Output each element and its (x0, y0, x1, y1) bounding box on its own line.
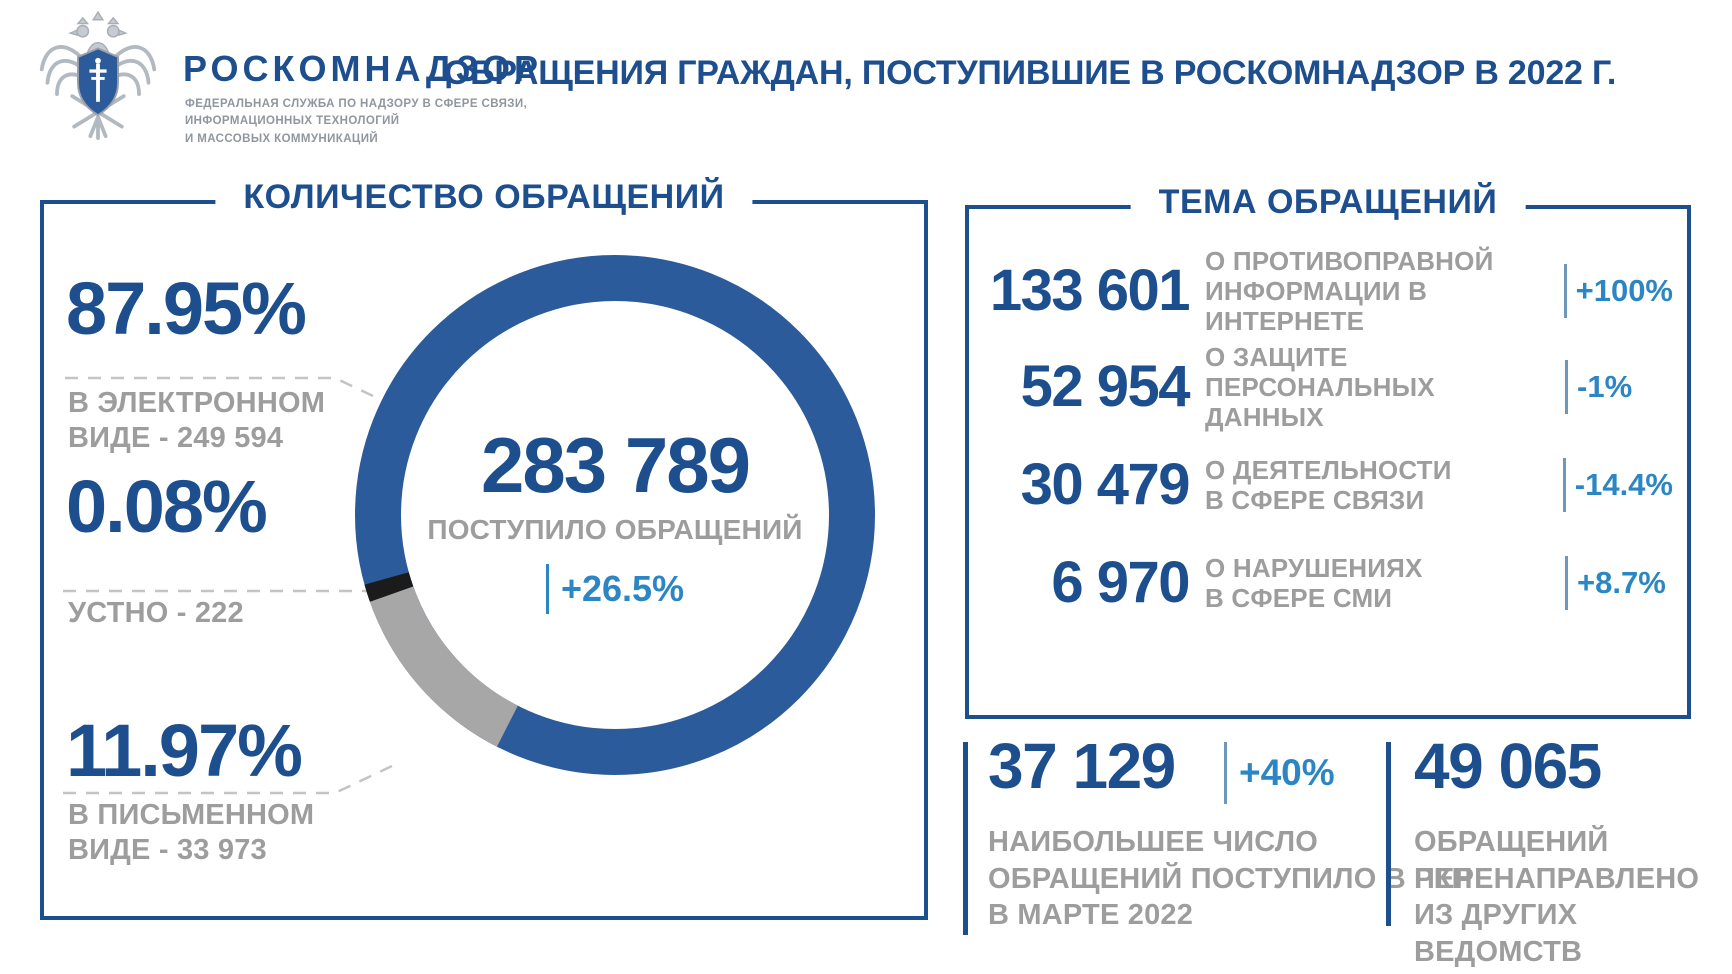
quantity-panel: КОЛИЧЕСТВО ОБРАЩЕНИЙ 87.95% В ЭЛЕКТРОННО… (40, 178, 928, 920)
agency-subtitle-line: И МАССОВЫХ КОММУНИКАЦИЙ (185, 132, 379, 145)
topic-value: 133 601 (989, 258, 1191, 324)
quantity-panel-title: КОЛИЧЕСТВО ОБРАЩЕНИЙ (215, 178, 753, 217)
topic-change: -1% (1565, 360, 1673, 414)
bottom-divider (1386, 742, 1391, 926)
topic-label-line: О ДЕЯТЕЛЬНОСТИ (1205, 454, 1452, 485)
topic-value: 6 970 (1051, 550, 1190, 616)
written-label: В ПИСЬМЕННОМ ВИДЕ - 33 973 (68, 798, 314, 868)
march-change: +40% (1224, 742, 1335, 804)
redirected-caption-line: ОБРАЩЕНИЙ (1414, 826, 1609, 858)
topic-value: 52 954 (1020, 354, 1191, 420)
topic-row-illegal-info: 133 601 О ПРОТИВОПРАВНОЙ ИНФОРМАЦИИ В ИН… (989, 246, 1673, 336)
electronic-label-line: ВИДЕ - 249 594 (68, 421, 284, 454)
topic-value: 30 479 (1020, 452, 1191, 518)
march-caption-line: ОБРАЩЕНИЙ ПОСТУПИЛО В РКН (988, 862, 1473, 895)
march-caption-line: НАИБОЛЬШЕЕ ЧИСЛО (988, 826, 1319, 858)
written-percent: 11.97% (66, 709, 303, 792)
agency-subtitle-line: ИНФОРМАЦИОННЫХ ТЕХНОЛОГИЙ (185, 115, 400, 128)
march-value: 37 129 (988, 730, 1176, 802)
electronic-percent: 87.95% (66, 267, 307, 350)
total-appeals-label: ПОСТУПИЛО ОБРАЩЕНИЙ (427, 514, 803, 545)
topic-change: -14.4% (1562, 458, 1673, 512)
written-label-line: В ПИСЬМЕННОМ (68, 799, 315, 831)
march-caption: НАИБОЛЬШЕЕ ЧИСЛО ОБРАЩЕНИЙ ПОСТУПИЛО В Р… (988, 824, 1473, 934)
written-label-line: ВИДЕ - 33 973 (68, 833, 267, 866)
appeals-donut-chart (63, 255, 876, 795)
topic-label-line: О ЗАЩИТЕ ПЕРСОНАЛЬНЫХ (1205, 341, 1435, 402)
electronic-label: В ЭЛЕКТРОННОМ ВИДЕ - 249 594 (68, 386, 325, 456)
redirected-value: 49 065 (1414, 730, 1602, 802)
topic-label: О ЗАЩИТЕ ПЕРСОНАЛЬНЫХ ДАННЫХ (1205, 342, 1565, 432)
redirected-caption-line: ПЕРЕНАПРАВЛЕНО (1414, 862, 1700, 895)
leader-line-electronic (65, 376, 391, 406)
electronic-label-line: В ЭЛЕКТРОННОМ (68, 387, 326, 419)
agency-subtitle-line: ФЕДЕРАЛЬНАЯ СЛУЖБА ПО НАДЗОРУ В СФЕРЕ СВ… (185, 98, 528, 110)
page-title: ОБРАЩЕНИЯ ГРАЖДАН, ПОСТУПИВШИЕ В РОСКОМН… (443, 54, 1617, 92)
redirected-caption-line: ИЗ ДРУГИХ ВЕДОМСТВ (1414, 899, 1583, 968)
topic-label: О ПРОТИВОПРАВНОЙ ИНФОРМАЦИИ В ИНТЕРНЕТЕ (1205, 246, 1564, 336)
donut-slice-written (355, 255, 876, 775)
topic-row-communications: 30 479 О ДЕЯТЕЛЬНОСТИ В СФЕРЕ СВЯЗИ -14.… (989, 449, 1673, 521)
topic-row-personal-data: 52 954 О ЗАЩИТЕ ПЕРСОНАЛЬНЫХ ДАННЫХ -1% (989, 342, 1673, 432)
donut-slice-electronic (355, 255, 875, 775)
march-accent-bar (963, 742, 968, 935)
topics-panel-title: ТЕМА ОБРАЩЕНИЙ (1130, 183, 1526, 222)
agency-name: РОСКОМНАДЗОР (183, 48, 543, 89)
topic-label-line: О НАРУШЕНИЯХ (1205, 552, 1423, 583)
topic-label-line: О ПРОТИВОПРАВНОЙ (1205, 245, 1494, 276)
topic-change: +100% (1563, 264, 1673, 318)
oral-percent: 0.08% (66, 465, 268, 548)
topic-label-line: ИНФОРМАЦИИ В ИНТЕРНЕТЕ (1205, 275, 1428, 337)
topic-label-line: В СФЕРЕ СМИ (1205, 583, 1393, 613)
leader-lines (63, 376, 393, 795)
topic-label: О НАРУШЕНИЯХ В СФЕРЕ СМИ (1205, 553, 1423, 613)
topic-label-line: ДАННЫХ (1205, 402, 1324, 433)
total-appeals-value: 283 789 (481, 421, 751, 509)
roskomnadzor-emblem-icon (39, 10, 157, 140)
oral-label: УСТНО - 222 (68, 596, 244, 631)
agency-subtitle: ФЕДЕРАЛЬНАЯ СЛУЖБА ПО НАДЗОРУ В СФЕРЕ СВ… (185, 96, 527, 148)
redirected-caption: ОБРАЩЕНИЙ ПЕРЕНАПРАВЛЕНО ИЗ ДРУГИХ ВЕДОМ… (1414, 824, 1732, 970)
topic-label-line: В СФЕРЕ СВЯЗИ (1205, 485, 1425, 515)
topic-label: О ДЕЯТЕЛЬНОСТИ В СФЕРЕ СВЯЗИ (1205, 455, 1452, 515)
march-caption-line: В МАРТЕ 2022 (988, 899, 1194, 932)
oral-label-line: УСТНО - 222 (68, 597, 244, 629)
donut-center: 283 789 ПОСТУПИЛО ОБРАЩЕНИЙ +26.5% (415, 426, 815, 614)
topics-panel: ТЕМА ОБРАЩЕНИЙ 133 601 О ПРОТИВОПРАВНОЙ … (965, 183, 1691, 719)
total-appeals-change: +26.5% (545, 564, 684, 614)
topic-row-media-violations: 6 970 О НАРУШЕНИЯХ В СФЕРЕ СМИ +8.7% (989, 547, 1673, 619)
topic-change: +8.7% (1565, 556, 1673, 610)
